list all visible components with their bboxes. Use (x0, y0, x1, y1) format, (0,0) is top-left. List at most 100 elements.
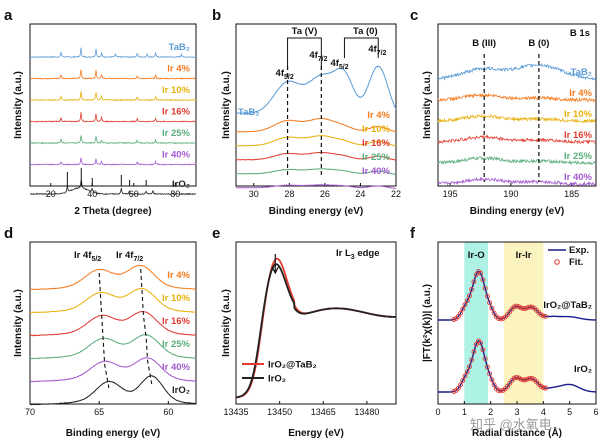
panel-a-frame (29, 23, 197, 187)
fit-point (473, 341, 479, 347)
panel-c-frame (437, 23, 597, 187)
fit-point (498, 388, 504, 394)
x-tick-label: 13435 (223, 407, 248, 417)
fit-point (467, 293, 472, 299)
ir4f-curve-Ir10 (29, 287, 197, 314)
xps-curve-Ir4 (235, 117, 397, 133)
fit-point (525, 376, 531, 382)
series-label: Ir 16% (564, 130, 593, 141)
panel-a: a Intensity (a.u.) 2 Theta (degree) 20 40… (4, 7, 197, 217)
fit-point (491, 310, 497, 316)
panel-e-title-sub: 3 (351, 254, 355, 261)
xrd-curve-Ir16 (29, 112, 197, 123)
fit-point (511, 375, 517, 381)
series-label: Ir 10% (362, 124, 391, 135)
panel-c-title: B 1s (570, 28, 590, 39)
watermark: 知乎 @水氧电 (470, 417, 552, 432)
series-label: Ir 16% (362, 138, 391, 149)
xanes-curve-IrO2TaB2 (235, 257, 396, 399)
ir-4f52-label: Ir 4f5/2 (74, 250, 101, 263)
ta-orbital-label-3-sub: 7/2 (377, 50, 387, 57)
xrd-curve-Ir4 (29, 69, 197, 80)
series-label: IrO₂ (574, 364, 592, 375)
fit-point (518, 305, 524, 311)
ir-4f72-label-main: Ir 4f (116, 250, 134, 261)
panel-d-letter: d (4, 225, 13, 242)
series-label: Ir 40% (162, 362, 191, 373)
ta-v-bracket (287, 37, 322, 70)
ir-4f52-label-sub: 5/2 (91, 256, 101, 263)
fit-point (464, 369, 470, 375)
fit-point (451, 317, 457, 322)
x-tick-label: 0 (435, 407, 440, 417)
x-tick-label: 195 (443, 189, 458, 199)
series-label: Ir 4% (167, 64, 190, 75)
x-tick-label: 2 (488, 407, 493, 417)
fit-point (484, 293, 490, 299)
panel-f-xlabel: Radial distance (Å) (472, 426, 562, 439)
panel-c-ylabel: Intensity (a.u.) (422, 71, 433, 139)
x-tick-label: 22 (391, 189, 401, 199)
x-tick-label: 13465 (311, 407, 336, 417)
region-label: Ir-O (468, 250, 485, 261)
panel-d-frame (29, 241, 197, 405)
fit-point (489, 305, 495, 311)
fit-point (518, 376, 524, 382)
series-label: Ir 25% (162, 128, 191, 139)
x-tick-label: 13480 (354, 407, 379, 417)
fit-point (527, 375, 533, 381)
legend-fit-label: Fit. (569, 257, 583, 268)
fit-point (482, 356, 488, 362)
x-tick-label: 5 (567, 407, 572, 417)
panel-e-ylabel: Intensity (a.u.) (221, 289, 232, 357)
panel-e-title: Ir L3 edge (336, 248, 380, 261)
xrd-curve-Ir25 (29, 135, 197, 145)
fit-point (455, 385, 461, 391)
x-tick-label: 28 (284, 189, 294, 199)
fit-point (462, 373, 468, 379)
xps-curve-Ir16 (236, 151, 397, 161)
ta-orbital-label-2-sub: 5/2 (339, 64, 349, 71)
panel-b-ylabel: Intensity (a.u.) (221, 71, 232, 139)
series-label: Ir 40% (564, 172, 593, 183)
fit-point (491, 382, 497, 388)
fit-point (540, 313, 546, 319)
fit-point (480, 277, 486, 283)
fit-point (471, 279, 477, 285)
panel-b-xlabel: Binding energy (eV) (269, 206, 363, 217)
series-label: Ir 16% (162, 316, 191, 327)
legend-label: IrO₂@TaB₂ (268, 360, 317, 371)
x-tick-label: 30 (249, 189, 259, 199)
panel-e-xlabel: Energy (eV) (288, 428, 344, 439)
ta-0-label: Ta (0) (353, 26, 378, 37)
panel-e-frame (235, 241, 397, 405)
fit-point (487, 300, 493, 306)
peak-trace-7-2 (140, 268, 153, 385)
series-label: TaB₂ (238, 107, 259, 118)
series-label: IrO₂ (172, 385, 190, 396)
legend-label: IrO₂ (268, 374, 286, 385)
fit-point (507, 380, 513, 386)
series-label: Ir 4% (367, 110, 390, 121)
fit-point (473, 272, 479, 278)
peak-trace-5-2 (98, 272, 110, 389)
fit-point (496, 316, 502, 321)
fit-point (480, 347, 486, 353)
fit-point (469, 357, 475, 363)
b1s-curve-Ir25 (437, 155, 596, 166)
shaded-region (464, 242, 489, 404)
ta-orbital-label-0-sub: 5/2 (284, 74, 294, 81)
ta-orbital-label-0-main: 4f (276, 68, 285, 79)
panel-d-xlabel: Binding energy (eV) (66, 428, 160, 439)
ta-orbital-label-1-main: 4f (309, 50, 318, 61)
legend-exp-label: Exp. (569, 245, 589, 256)
b1s-curve-Ir16 (437, 134, 597, 145)
fit-point (511, 304, 517, 310)
x-tick-label: 185 (564, 189, 579, 199)
fit-point (460, 378, 466, 383)
ta-orbital-label-3-main: 4f (368, 44, 377, 55)
fit-point (455, 314, 461, 319)
fit-point (482, 285, 488, 291)
x-tick-label: 65 (94, 407, 104, 417)
